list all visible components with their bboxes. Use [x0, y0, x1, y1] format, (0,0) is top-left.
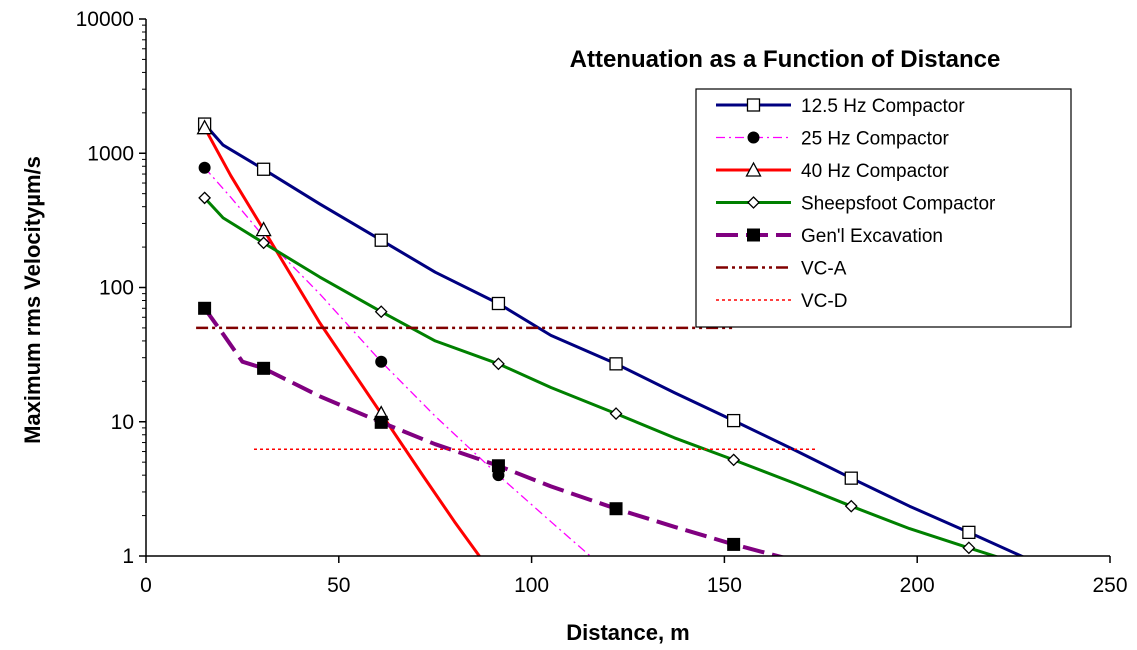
data-point-gen-l-excavation: [491, 459, 505, 473]
data-point-25-hz-compactor: [198, 161, 211, 174]
x-tick-label: 150: [707, 574, 742, 597]
legend: 12.5 Hz Compactor 25 Hz Compactor 40 Hz Co…: [695, 88, 1072, 328]
legend-label: Gen'l Excavation: [801, 226, 943, 247]
x-tick-label: 50: [327, 574, 350, 597]
axes: 0 50 100 150 200 250 1 10 100 1000 10000: [76, 8, 1128, 597]
y-tick-label: 10000: [76, 8, 134, 31]
legend-label: VC-A: [801, 259, 847, 280]
data-point-gen-l-excavation: [727, 537, 741, 551]
data-point-40-hz-compactor: [196, 119, 213, 135]
data-point-sheepsfoot-compactor: [962, 541, 976, 555]
legend-label: Sheepsfoot Compactor: [801, 194, 996, 215]
y-tick-label: 10: [111, 411, 134, 434]
data-point-25-hz-compactor: [375, 355, 388, 368]
x-tick-label: 100: [514, 574, 549, 597]
legend-marker-25-hz-compactor: [747, 131, 760, 144]
data-point-sheepsfoot-compactor: [727, 453, 741, 467]
legend-marker-gen-l-excavation: [747, 228, 760, 242]
data-point-40-hz-compactor: [255, 221, 272, 237]
data-point-12-5-hz-compactor: [374, 233, 388, 247]
y-tick-label: 1: [122, 545, 134, 568]
legend-label: 25 Hz Compactor: [801, 129, 950, 150]
data-point-12-5-hz-compactor: [491, 296, 506, 311]
legend-marker-12-5-hz-compactor: [746, 98, 761, 112]
x-tick-label: 0: [140, 574, 152, 597]
y-tick-label: 1000: [87, 142, 134, 165]
legend-marker-40-hz-compactor: [745, 161, 762, 177]
legend-box: [695, 88, 1072, 328]
data-point-sheepsfoot-compactor: [374, 305, 388, 319]
data-point-12-5-hz-compactor: [609, 357, 623, 371]
data-point-gen-l-excavation: [198, 301, 212, 315]
data-point-sheepsfoot-compactor: [198, 191, 212, 205]
data-point-12-5-hz-compactor: [962, 525, 976, 540]
data-point-sheepsfoot-compactor: [609, 407, 623, 421]
legend-label: 12.5 Hz Compactor: [801, 96, 965, 117]
y-tick-label: 100: [99, 277, 134, 300]
data-point-12-5-hz-compactor: [256, 162, 271, 176]
data-point-12-5-hz-compactor: [844, 471, 858, 485]
chart-title: Attenuation as a Function of Distance: [570, 46, 1001, 73]
data-point-12-5-hz-compactor: [727, 413, 741, 428]
data-point-gen-l-excavation: [374, 415, 388, 429]
y-axis-label: Maximum rms Velocityµm/s: [20, 156, 45, 444]
data-point-gen-l-excavation: [257, 361, 271, 375]
legend-marker-sheepsfoot-compactor: [747, 196, 760, 209]
legend-label: 40 Hz Compactor: [801, 161, 950, 182]
data-point-sheepsfoot-compactor: [844, 499, 858, 513]
data-point-sheepsfoot-compactor: [257, 236, 271, 250]
legend-label: VC-D: [801, 291, 847, 312]
plot-markers: [196, 117, 976, 555]
x-axis-label: Distance, m: [566, 620, 690, 645]
data-point-gen-l-excavation: [609, 502, 623, 516]
data-point-sheepsfoot-compactor: [492, 357, 505, 371]
x-tick-label: 250: [1092, 574, 1127, 597]
series-line-gen-l-excavation: [202, 307, 786, 556]
x-tick-label: 200: [900, 574, 935, 597]
